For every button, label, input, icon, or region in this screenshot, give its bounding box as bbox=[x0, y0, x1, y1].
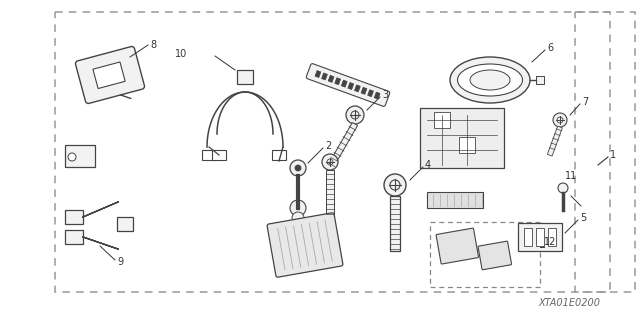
Circle shape bbox=[68, 153, 76, 161]
Text: 12: 12 bbox=[544, 237, 556, 247]
Bar bbox=[328, 122, 358, 169]
Circle shape bbox=[346, 106, 364, 124]
FancyBboxPatch shape bbox=[367, 90, 374, 97]
Text: 6: 6 bbox=[547, 43, 553, 53]
FancyBboxPatch shape bbox=[212, 150, 226, 160]
Text: 4: 4 bbox=[425, 160, 431, 170]
FancyBboxPatch shape bbox=[459, 137, 475, 153]
Text: 2: 2 bbox=[325, 141, 332, 151]
Text: 5: 5 bbox=[580, 213, 586, 223]
FancyBboxPatch shape bbox=[237, 70, 253, 84]
FancyBboxPatch shape bbox=[341, 80, 347, 87]
FancyBboxPatch shape bbox=[76, 47, 145, 104]
Text: 7: 7 bbox=[582, 97, 588, 107]
FancyBboxPatch shape bbox=[272, 150, 286, 160]
FancyBboxPatch shape bbox=[65, 230, 83, 244]
Circle shape bbox=[384, 174, 406, 196]
FancyBboxPatch shape bbox=[548, 228, 556, 246]
Text: XTA01E0200: XTA01E0200 bbox=[538, 298, 600, 308]
FancyBboxPatch shape bbox=[361, 87, 367, 94]
Text: 10: 10 bbox=[175, 49, 188, 59]
FancyBboxPatch shape bbox=[518, 223, 562, 251]
FancyBboxPatch shape bbox=[65, 210, 83, 224]
FancyBboxPatch shape bbox=[93, 62, 125, 89]
Circle shape bbox=[351, 111, 359, 119]
FancyBboxPatch shape bbox=[348, 83, 354, 90]
FancyBboxPatch shape bbox=[374, 92, 380, 99]
FancyBboxPatch shape bbox=[202, 150, 216, 160]
FancyBboxPatch shape bbox=[267, 213, 343, 277]
FancyBboxPatch shape bbox=[536, 76, 544, 84]
Circle shape bbox=[292, 212, 304, 224]
Text: 1: 1 bbox=[610, 150, 616, 160]
FancyBboxPatch shape bbox=[390, 196, 400, 251]
Circle shape bbox=[327, 159, 333, 165]
FancyBboxPatch shape bbox=[536, 228, 544, 246]
FancyBboxPatch shape bbox=[65, 145, 95, 167]
FancyBboxPatch shape bbox=[328, 75, 334, 82]
Circle shape bbox=[322, 154, 338, 170]
Bar bbox=[547, 126, 563, 156]
Ellipse shape bbox=[450, 57, 530, 103]
FancyBboxPatch shape bbox=[307, 63, 390, 106]
FancyBboxPatch shape bbox=[117, 217, 133, 231]
Circle shape bbox=[290, 200, 306, 216]
FancyBboxPatch shape bbox=[315, 70, 321, 78]
Text: 8: 8 bbox=[150, 40, 156, 50]
Circle shape bbox=[390, 180, 400, 190]
FancyBboxPatch shape bbox=[335, 78, 340, 85]
FancyBboxPatch shape bbox=[355, 85, 360, 92]
Ellipse shape bbox=[458, 64, 522, 96]
FancyBboxPatch shape bbox=[326, 170, 334, 215]
Circle shape bbox=[290, 160, 306, 176]
Bar bbox=[430, 222, 540, 287]
Ellipse shape bbox=[470, 70, 510, 90]
Text: 11: 11 bbox=[565, 171, 577, 181]
FancyBboxPatch shape bbox=[524, 228, 532, 246]
Circle shape bbox=[557, 117, 563, 123]
FancyBboxPatch shape bbox=[420, 108, 504, 168]
Circle shape bbox=[558, 183, 568, 193]
Text: 3: 3 bbox=[382, 90, 388, 100]
FancyBboxPatch shape bbox=[478, 241, 511, 270]
FancyBboxPatch shape bbox=[436, 228, 479, 264]
FancyBboxPatch shape bbox=[434, 112, 450, 128]
Bar bbox=[575, 12, 635, 292]
Bar bbox=[55, 12, 610, 292]
Circle shape bbox=[295, 165, 301, 171]
Text: 9: 9 bbox=[117, 257, 123, 267]
FancyBboxPatch shape bbox=[427, 192, 483, 208]
Circle shape bbox=[553, 113, 567, 127]
FancyBboxPatch shape bbox=[322, 73, 328, 80]
